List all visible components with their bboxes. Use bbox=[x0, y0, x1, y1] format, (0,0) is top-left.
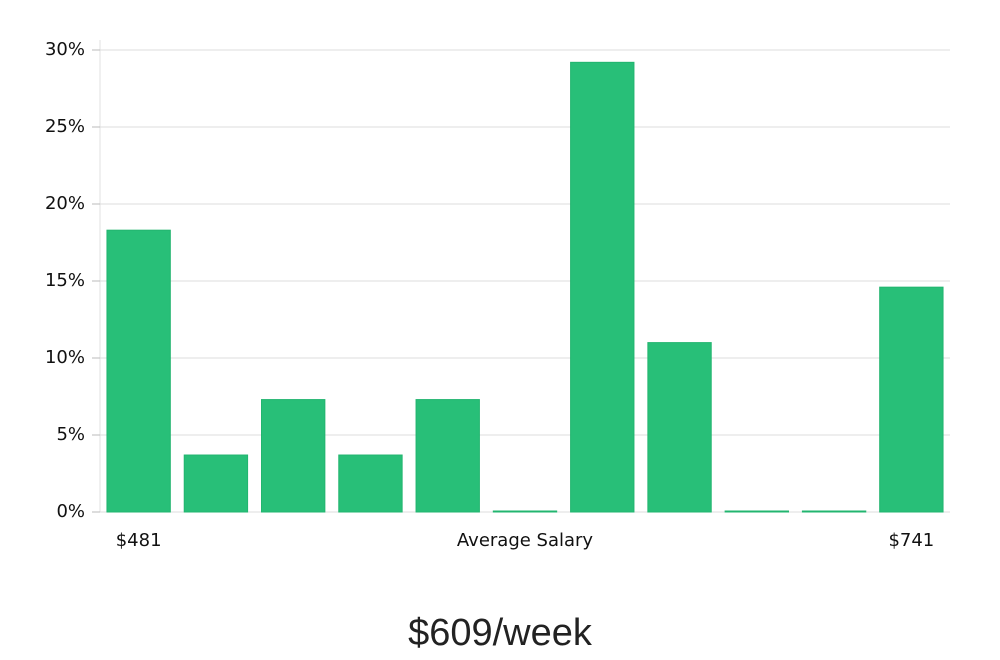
bar bbox=[106, 229, 171, 513]
bar bbox=[570, 61, 635, 513]
y-tick-label: 0% bbox=[56, 501, 85, 522]
y-tick-label: 15% bbox=[45, 270, 85, 291]
x-tick-label: $481 bbox=[116, 530, 162, 551]
bar bbox=[261, 399, 326, 513]
caption: $609/week bbox=[408, 612, 593, 654]
y-tick-label: 20% bbox=[45, 193, 85, 214]
x-tick-label: $741 bbox=[888, 530, 934, 551]
y-tick-label: 25% bbox=[45, 116, 85, 137]
bar bbox=[183, 454, 249, 513]
bar bbox=[801, 510, 867, 513]
bar bbox=[415, 399, 480, 513]
bar bbox=[724, 510, 789, 513]
y-tick-label: 10% bbox=[45, 347, 85, 368]
y-tick-label: 30% bbox=[45, 39, 85, 60]
bar bbox=[338, 454, 403, 513]
x-axis-label: Average Salary bbox=[457, 530, 594, 551]
y-tick-label: 5% bbox=[56, 424, 85, 445]
bar bbox=[492, 510, 558, 513]
bar bbox=[879, 286, 944, 513]
bar bbox=[647, 342, 712, 513]
